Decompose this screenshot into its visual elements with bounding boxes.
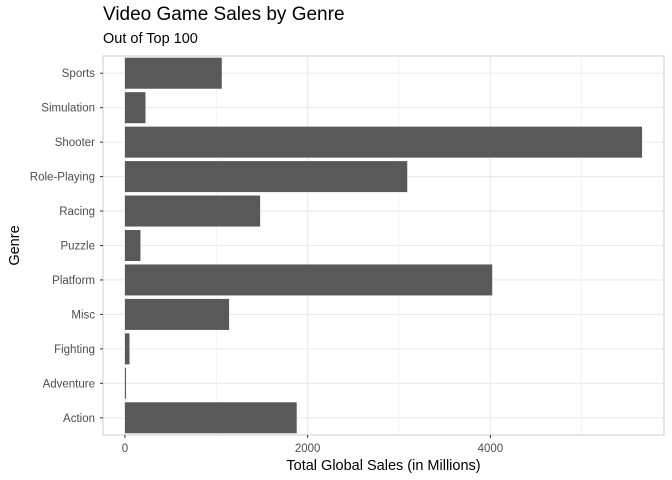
bar-shooter bbox=[124, 126, 643, 158]
bar-platform bbox=[124, 264, 493, 296]
x-tick-label: 4000 bbox=[478, 443, 504, 455]
y-tick-label: Fighting bbox=[54, 344, 95, 356]
y-tick-label: Action bbox=[63, 413, 95, 425]
bars bbox=[124, 57, 643, 434]
x-axis-title: Total Global Sales (in Millions) bbox=[286, 458, 480, 474]
y-tick-label: Racing bbox=[59, 206, 95, 218]
bar-simulation bbox=[124, 92, 146, 124]
y-tick-label: Platform bbox=[52, 275, 95, 287]
chart-subtitle: Out of Top 100 bbox=[103, 31, 198, 47]
y-tick-label: Puzzle bbox=[60, 241, 95, 253]
x-tick-label: 2000 bbox=[295, 443, 321, 455]
y-axis-ticks: Action Adventure Fighting Misc Platform Puzzl… bbox=[30, 68, 103, 425]
y-axis-title: Genre bbox=[7, 225, 23, 265]
y-tick-label: Misc bbox=[71, 309, 95, 321]
bar-misc bbox=[124, 298, 230, 330]
bar-fighting bbox=[124, 333, 130, 365]
y-tick-label: Shooter bbox=[55, 137, 95, 149]
bar-racing bbox=[124, 195, 261, 227]
y-tick-label: Adventure bbox=[43, 378, 95, 390]
grid-lines bbox=[103, 56, 664, 435]
bar-role-playing bbox=[124, 161, 408, 193]
bar-puzzle bbox=[124, 229, 141, 262]
bar-adventure bbox=[124, 367, 127, 399]
y-tick-label: Role-Playing bbox=[30, 172, 95, 184]
bar-action bbox=[124, 402, 297, 434]
y-tick-label: Sports bbox=[62, 68, 95, 80]
y-tick-label: Simulation bbox=[41, 103, 95, 115]
x-axis-ticks: 0 2000 4000 bbox=[122, 435, 503, 455]
chart-title: Video Game Sales by Genre bbox=[103, 4, 345, 25]
x-tick-label: 0 bbox=[122, 443, 128, 455]
bar-sports bbox=[124, 57, 222, 89]
